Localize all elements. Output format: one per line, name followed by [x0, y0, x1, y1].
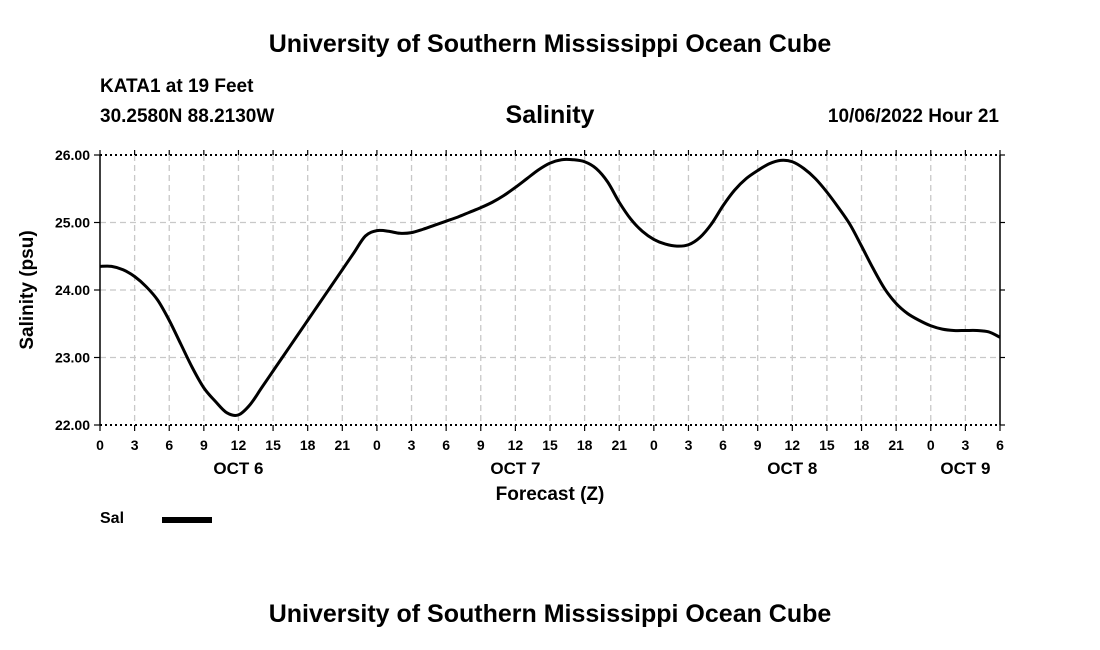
y-tick-label: 24.00	[55, 282, 90, 298]
x-tick-label: 21	[335, 437, 351, 453]
x-tick-label: 0	[650, 437, 658, 453]
date-label: OCT 7	[490, 459, 540, 478]
x-tick-label: 0	[927, 437, 935, 453]
date-label: OCT 8	[767, 459, 817, 478]
y-tick-label: 22.00	[55, 417, 90, 433]
y-tick-label: 26.00	[55, 147, 90, 163]
x-tick-label: 12	[231, 437, 247, 453]
legend-swatch	[162, 517, 212, 523]
x-axis-label: Forecast (Z)	[496, 484, 605, 505]
x-tick-label: 9	[477, 437, 485, 453]
x-tick-label: 21	[611, 437, 627, 453]
x-tick-label: 0	[373, 437, 381, 453]
x-tick-label: 6	[996, 437, 1004, 453]
x-tick-label: 12	[785, 437, 801, 453]
x-tick-label: 0	[96, 437, 104, 453]
date-label: OCT 9	[940, 459, 990, 478]
x-tick-label: 9	[200, 437, 208, 453]
x-tick-label: 21	[888, 437, 904, 453]
footer-title: University of Southern Mississippi Ocean…	[268, 600, 832, 628]
page-title: University of Southern Mississippi Ocean…	[268, 30, 832, 58]
x-tick-label: 6	[442, 437, 450, 453]
x-tick-label: 6	[165, 437, 173, 453]
x-tick-label: 3	[961, 437, 969, 453]
x-tick-label: 15	[819, 437, 835, 453]
x-tick-label: 12	[508, 437, 524, 453]
y-axis-label: Salinity (psu)	[17, 230, 38, 349]
legend-series-label: Sal	[100, 510, 125, 527]
x-tick-label: 3	[131, 437, 139, 453]
x-tick-label: 18	[577, 437, 593, 453]
chart-title: Salinity	[505, 101, 595, 129]
x-tick-label: 18	[854, 437, 870, 453]
series-line-salinity	[99, 157, 1001, 417]
station-label: KATA1 at 19 Feet	[100, 76, 254, 97]
y-tick-label: 23.00	[55, 350, 90, 366]
coordinates-label: 30.2580N 88.2130W	[100, 106, 275, 127]
x-tick-label: 15	[542, 437, 558, 453]
x-tick-label: 6	[719, 437, 727, 453]
y-tick-label: 25.00	[55, 215, 90, 231]
x-tick-label: 3	[685, 437, 693, 453]
x-tick-label: 3	[408, 437, 416, 453]
x-tick-label: 18	[300, 437, 316, 453]
timestamp-label: 10/06/2022 Hour 21	[827, 106, 999, 127]
x-tick-label: 9	[754, 437, 762, 453]
date-label: OCT 6	[213, 459, 263, 478]
x-tick-label: 15	[265, 437, 281, 453]
